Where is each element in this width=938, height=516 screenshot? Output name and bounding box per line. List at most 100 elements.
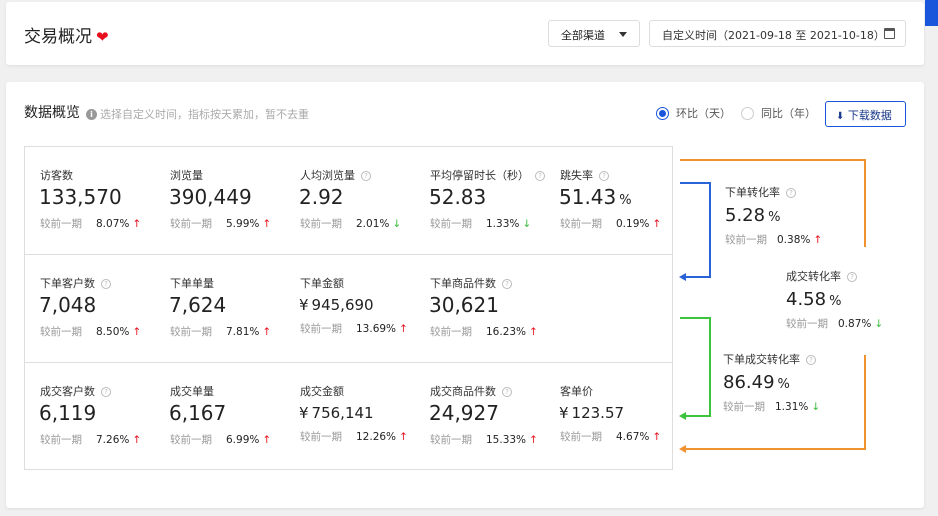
metric-label: 成交单量 <box>170 385 214 398</box>
conversion-rate: 成交转化率? 4.58% 较前一期 0.87% ↓ <box>786 268 883 331</box>
metric-value: 2.92 <box>299 185 344 209</box>
help-icon[interactable]: ? <box>599 171 609 181</box>
metrics-row: 成交客户数? 6,119 较前一期 7.26% ↑ 成交单量 6,167 较前一期 6.… <box>25 363 672 471</box>
metric-compare: 较前一期 6.99% ↑ <box>170 434 272 446</box>
metrics-row: 下单客户数? 7,048 较前一期 8.50% ↑ 下单单量 7,624 较前一期 7.… <box>25 255 672 363</box>
metric-compare: 较前一期 2.01% ↓ <box>300 218 402 230</box>
help-icon[interactable]: ? <box>101 387 111 397</box>
metric-compare: 较前一期 7.81% ↑ <box>170 326 272 338</box>
rate-label: 成交转化率? <box>786 268 883 284</box>
flow-line-blue <box>680 182 711 278</box>
arrow-up-icon: ↑ <box>529 326 538 338</box>
metric-card: 浏览量 390,449 较前一期 5.99% ↑ <box>161 147 291 254</box>
rate-value: 5.28% <box>725 205 781 226</box>
metric-value: ¥123.57 <box>559 404 625 422</box>
arrow-down-icon: ↓ <box>392 218 402 230</box>
radio-year-label[interactable]: 同比（年） <box>761 107 816 120</box>
metric-label: 跳失率? <box>560 167 609 183</box>
metric-card: 下单商品件数? 30,621 较前一期 16.23% ↑ <box>421 255 551 362</box>
metric-label: 人均浏览量? <box>300 167 371 183</box>
scroll-edge <box>925 0 938 26</box>
metric-value: 7,048 <box>39 293 97 317</box>
help-icon[interactable]: ? <box>101 279 111 289</box>
metric-compare: 较前一期 12.26% ↑ <box>300 431 408 443</box>
metric-label: 成交商品件数? <box>430 383 512 399</box>
radio-year[interactable] <box>741 106 754 120</box>
arrow-up-icon: ↑ <box>652 431 662 443</box>
help-icon[interactable]: ? <box>847 272 857 282</box>
metric-card: 下单金额 ¥945,690 较前一期 13.69% ↑ <box>291 255 421 362</box>
metric-card: 成交金额 ¥756,141 较前一期 12.26% ↑ <box>291 363 421 470</box>
metric-compare: 较前一期 5.99% ↑ <box>170 218 272 230</box>
metric-value: 6,167 <box>169 401 227 425</box>
flow-line-orange-bottom <box>684 355 866 450</box>
metric-value: 24,927 <box>429 401 499 425</box>
flow-line-orange-top <box>680 159 866 247</box>
metric-value: 30,621 <box>429 293 499 317</box>
metric-card: 跳失率? 51.43% 较前一期 0.19% ↑ <box>551 147 681 254</box>
metric-value: 6,119 <box>39 401 97 425</box>
metric-card: 平均停留时长（秒）? 52.83 较前一期 1.33% ↓ <box>421 147 551 254</box>
metric-label: 平均停留时长（秒）? <box>430 167 545 183</box>
date-range-picker[interactable]: 自定义时间（2021-09-18 至 2021-10-18） <box>649 20 906 47</box>
download-button[interactable]: ⬇ 下载数据 <box>825 101 906 127</box>
arrow-up-icon: ↑ <box>813 234 823 246</box>
flow-line-green <box>680 317 711 417</box>
rate-value: 4.58% <box>786 289 842 310</box>
metric-label: 成交金额 <box>300 385 344 398</box>
caret-down-icon <box>619 32 627 37</box>
compare-radio-group: 环比（天） 同比（年） <box>656 105 816 121</box>
arrow-up-icon: ↑ <box>399 431 408 443</box>
help-icon[interactable]: ? <box>502 279 512 289</box>
calendar-icon <box>884 28 895 39</box>
metric-label: 下单金额 <box>300 277 344 290</box>
arrow-up-icon: ↑ <box>132 218 142 230</box>
metric-compare: 较前一期 8.07% ↑ <box>40 218 142 230</box>
metric-compare: 较前一期 13.69% ↑ <box>300 323 408 335</box>
rate-compare: 较前一期 1.31% ↓ <box>723 401 821 413</box>
metric-card: 客单价 ¥123.57 较前一期 4.67% ↑ <box>551 363 681 470</box>
metric-compare: 较前一期 16.23% ↑ <box>430 326 538 338</box>
rate-label: 下单转化率? <box>725 184 822 200</box>
metric-value: 7,624 <box>169 293 227 317</box>
page-title: 交易概况 ❤ <box>24 27 109 47</box>
arrow-up-icon: ↑ <box>652 218 662 230</box>
help-icon[interactable]: ? <box>786 188 796 198</box>
help-icon[interactable]: ? <box>361 171 371 181</box>
heart-icon: ❤ <box>96 28 109 46</box>
metrics-row: 访客数 133,570 较前一期 8.07% ↑ 浏览量 390,449 较前一期 5.… <box>25 147 672 255</box>
help-icon[interactable]: ? <box>806 355 816 365</box>
arrow-up-icon: ↑ <box>529 434 538 446</box>
metric-label: 浏览量 <box>170 169 203 182</box>
radio-day-label[interactable]: 环比（天） <box>676 107 731 120</box>
arrow-left-icon <box>679 273 686 281</box>
metric-card: 下单客户数? 7,048 较前一期 8.50% ↑ <box>31 255 161 362</box>
metrics-grid: 访客数 133,570 较前一期 8.07% ↑ 浏览量 390,449 较前一期 5.… <box>24 146 673 470</box>
metric-label: 成交客户数? <box>40 383 111 399</box>
metric-compare: 较前一期 0.19% ↑ <box>560 218 662 230</box>
arrow-up-icon: ↑ <box>132 326 142 338</box>
metric-compare: 较前一期 1.33% ↓ <box>430 218 532 230</box>
help-icon[interactable]: ? <box>502 387 512 397</box>
arrow-up-icon: ↑ <box>262 326 272 338</box>
arrow-up-icon: ↑ <box>262 434 272 446</box>
flow-lines <box>679 159 866 453</box>
arrow-left-icon <box>679 445 686 453</box>
metric-card: 访客数 133,570 较前一期 8.07% ↑ <box>31 147 161 254</box>
metric-compare: 较前一期 7.26% ↑ <box>40 434 142 446</box>
arrow-down-icon: ↓ <box>874 318 884 330</box>
rate-compare: 较前一期 0.87% ↓ <box>786 318 884 330</box>
metric-card: 成交客户数? 6,119 较前一期 7.26% ↑ <box>31 363 161 470</box>
metric-value: 52.83 <box>429 185 487 209</box>
info-icon: i <box>86 108 97 120</box>
hint: i 选择自定义时间，指标按天累加，暂不去重 <box>86 106 309 122</box>
arrow-down-icon: ↓ <box>811 401 821 413</box>
section-title: 数据概览 <box>24 105 80 121</box>
arrow-down-icon: ↓ <box>522 218 532 230</box>
header-card: 交易概况 ❤ 全部渠道 自定义时间（2021-09-18 至 2021-10-18… <box>6 2 924 65</box>
arrow-up-icon: ↑ <box>399 323 408 335</box>
arrow-up-icon: ↑ <box>132 434 142 446</box>
help-icon[interactable]: ? <box>535 171 545 181</box>
radio-day[interactable] <box>656 106 669 120</box>
channel-select[interactable]: 全部渠道 <box>548 20 640 47</box>
